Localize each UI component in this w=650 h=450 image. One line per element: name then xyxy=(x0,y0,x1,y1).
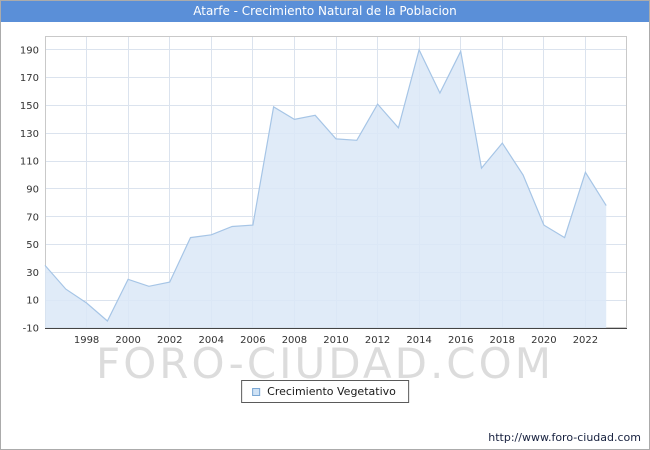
legend: Crecimiento Vegetativo xyxy=(241,380,409,403)
series-line xyxy=(44,48,607,322)
svg-text:-10: -10 xyxy=(23,324,39,335)
y-tick-labels: -10 10 30 50 70 90 110 130 150 170 190 xyxy=(20,45,39,334)
chart-title: Atarfe - Crecimiento Natural de la Pobla… xyxy=(193,4,457,18)
svg-text:130: 130 xyxy=(20,129,39,140)
legend-swatch xyxy=(252,387,261,396)
svg-text:110: 110 xyxy=(20,157,39,168)
svg-text:30: 30 xyxy=(26,268,39,279)
svg-text:2018: 2018 xyxy=(490,335,515,346)
svg-text:50: 50 xyxy=(26,240,39,251)
svg-text:1998: 1998 xyxy=(74,335,99,346)
svg-text:2008: 2008 xyxy=(282,335,307,346)
svg-text:170: 170 xyxy=(20,73,39,84)
area-series xyxy=(45,49,607,329)
svg-text:2014: 2014 xyxy=(406,335,431,346)
legend-label: Crecimiento Vegetativo xyxy=(267,385,396,398)
svg-text:150: 150 xyxy=(20,101,39,112)
svg-text:2016: 2016 xyxy=(448,335,473,346)
svg-text:190: 190 xyxy=(20,45,39,56)
chart-canvas: -10 10 30 50 70 90 110 130 150 170 190 1998 2000 2002… xyxy=(20,36,627,346)
chart-title-bar: Atarfe - Crecimiento Natural de la Pobla… xyxy=(1,1,649,22)
svg-text:2004: 2004 xyxy=(199,335,224,346)
footer-link[interactable]: http://www.foro-ciudad.com xyxy=(488,431,641,444)
x-tick-labels: 1998 2000 2002 2004 2006 2008 2010 2012 2014 2016… xyxy=(74,335,598,346)
svg-text:2022: 2022 xyxy=(573,335,598,346)
svg-text:2012: 2012 xyxy=(365,335,390,346)
svg-text:2002: 2002 xyxy=(157,335,182,346)
svg-text:90: 90 xyxy=(26,184,39,195)
svg-text:2020: 2020 xyxy=(531,335,556,346)
svg-text:2000: 2000 xyxy=(115,335,140,346)
svg-text:70: 70 xyxy=(26,212,39,223)
svg-text:2006: 2006 xyxy=(240,335,265,346)
svg-text:2010: 2010 xyxy=(323,335,348,346)
svg-text:10: 10 xyxy=(26,296,39,307)
